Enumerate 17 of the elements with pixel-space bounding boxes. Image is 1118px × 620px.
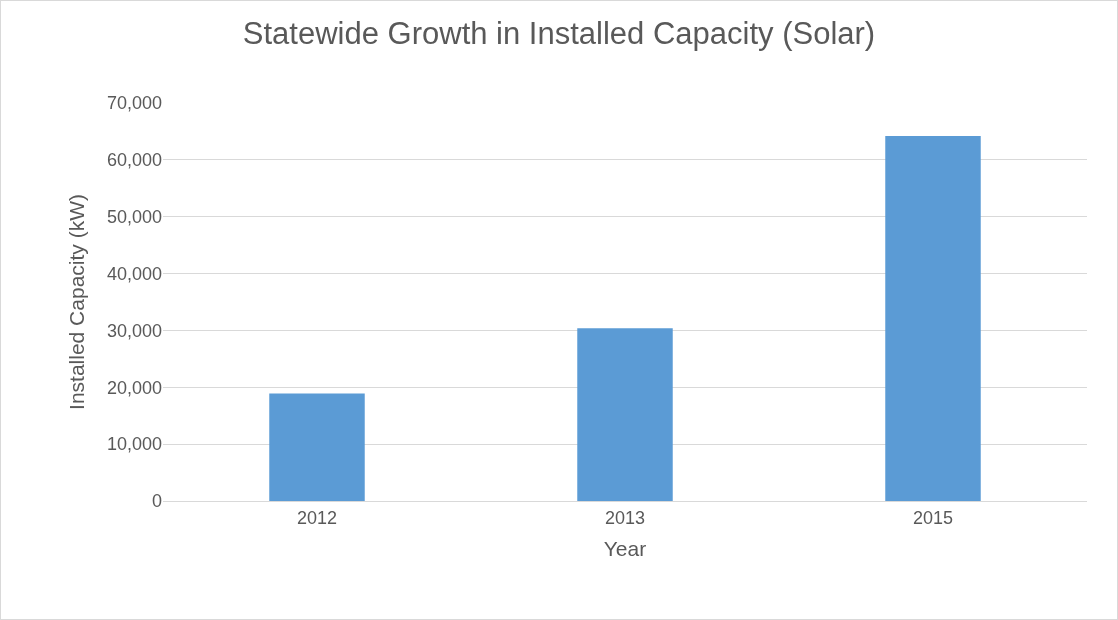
x-tick-label: 2015 (912, 507, 954, 528)
x-axis-title: Year (603, 536, 647, 560)
y-tick-label: 70,000 (106, 93, 162, 114)
bar (885, 135, 981, 501)
x-tick-label: 2012 (296, 507, 338, 528)
y-tick-label: 30,000 (106, 320, 162, 341)
bar (577, 328, 673, 501)
y-tick-label: 10,000 (106, 434, 162, 455)
y-tick-label: 50,000 (106, 207, 162, 228)
y-tick-label: 60,000 (106, 150, 162, 171)
x-tick-label: 2013 (604, 507, 646, 528)
y-tick-label: 40,000 (106, 263, 162, 284)
chart-title: Statewide Growth in Installed Capacity (Solar) (242, 16, 876, 52)
bar (269, 393, 365, 501)
y-tick-label: 20,000 (106, 377, 162, 398)
y-tick-label: 0 (151, 491, 162, 512)
y-axis-title: Installed Capacity (kW) (65, 194, 89, 410)
